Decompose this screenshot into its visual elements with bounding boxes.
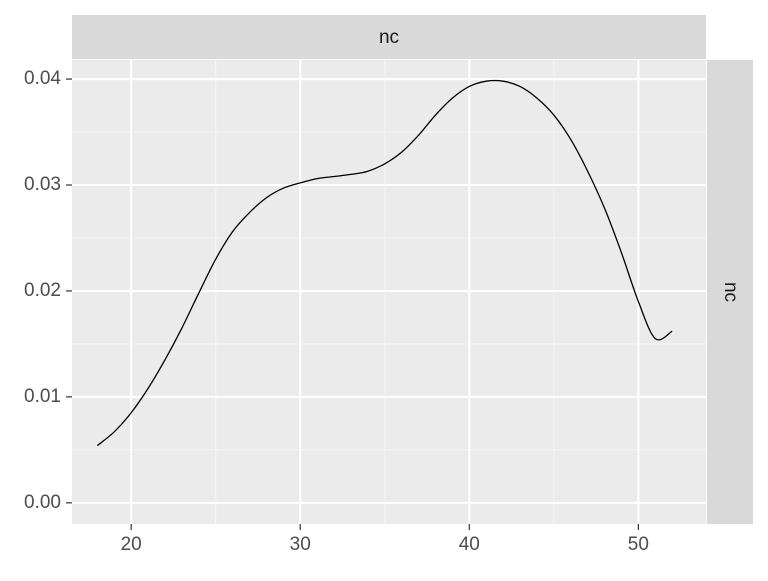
y-axis: 0.00 0.01 0.02 0.03 0.04 (24, 68, 72, 513)
x-tick-label: 20 (121, 534, 142, 555)
facet-strip-right (707, 60, 753, 524)
y-tick-label: 0.03 (24, 174, 61, 195)
major-gridlines (72, 60, 706, 524)
minor-gridlines (72, 60, 706, 524)
density-line (96, 79, 673, 447)
x-tick-label: 50 (628, 534, 649, 555)
facet-strip-top (72, 15, 706, 59)
x-tick-label: 40 (459, 534, 480, 555)
x-axis: 20 30 40 50 (121, 524, 649, 555)
y-tick-label: 0.02 (24, 280, 61, 301)
facet-strip-right-label: nc (720, 282, 741, 302)
y-tick-label: 0.00 (24, 492, 61, 513)
x-tick-label: 30 (290, 534, 311, 555)
y-tick-label: 0.01 (24, 386, 61, 407)
y-tick-label: 0.04 (24, 68, 61, 89)
panel-background (72, 60, 706, 524)
facet-strip-top-label: nc (379, 27, 399, 48)
